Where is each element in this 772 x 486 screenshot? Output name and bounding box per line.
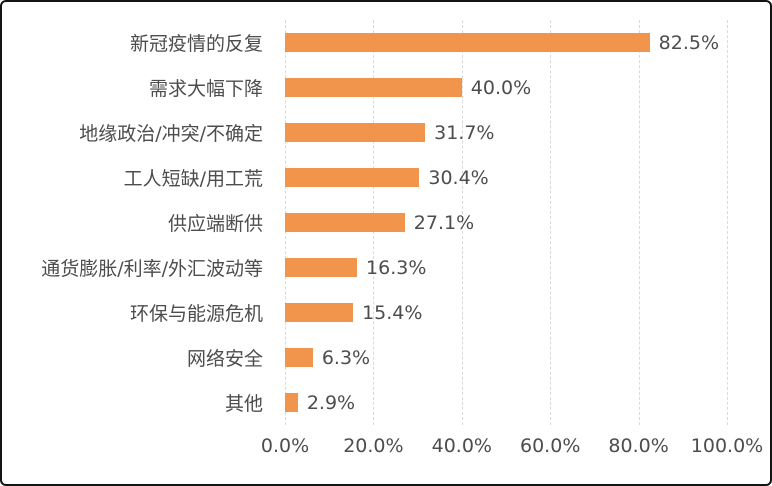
bar bbox=[285, 348, 313, 367]
chart-row: 环保与能源危机 15.4% bbox=[2, 290, 770, 335]
bars-container: 新冠疫情的反复 82.5% 需求大幅下降 40.0% 地缘政治/冲突/不确定 31.7% 工… bbox=[2, 20, 770, 425]
bar bbox=[285, 303, 354, 322]
bar bbox=[285, 33, 650, 52]
x-axis-tick-label: 60.0% bbox=[520, 435, 581, 457]
bar bbox=[285, 78, 462, 97]
x-axis-tick-label: 20.0% bbox=[343, 435, 404, 457]
category-label: 工人短缺/用工荒 bbox=[123, 168, 263, 190]
x-axis-tick-label: 0.0% bbox=[260, 435, 310, 457]
gridline bbox=[550, 20, 552, 425]
category-label: 供应端断供 bbox=[167, 213, 263, 235]
value-label: 2.9% bbox=[306, 391, 356, 414]
value-label: 30.4% bbox=[428, 166, 489, 189]
chart-row: 需求大幅下降 40.0% bbox=[2, 65, 770, 110]
bar bbox=[285, 168, 420, 187]
category-label: 需求大幅下降 bbox=[148, 78, 263, 100]
category-label: 新冠疫情的反复 bbox=[129, 33, 263, 55]
bar bbox=[285, 213, 405, 232]
category-label: 网络安全 bbox=[186, 348, 263, 370]
bar bbox=[285, 258, 358, 277]
value-label: 31.7% bbox=[434, 121, 495, 144]
bar bbox=[285, 393, 298, 412]
category-label: 地缘政治/冲突/不确定 bbox=[79, 123, 263, 145]
chart-row: 地缘政治/冲突/不确定 31.7% bbox=[2, 110, 770, 155]
gridline bbox=[638, 20, 640, 425]
value-label: 82.5% bbox=[658, 31, 719, 54]
value-label: 40.0% bbox=[470, 76, 532, 99]
category-label: 通货膨胀/利率/外汇波动等 bbox=[41, 258, 263, 280]
x-axis-tick-label: 40.0% bbox=[431, 435, 492, 457]
x-axis-tick-label: 100.0% bbox=[690, 435, 764, 457]
gridline bbox=[727, 20, 728, 425]
gridline bbox=[461, 20, 463, 425]
value-label: 27.1% bbox=[413, 211, 475, 234]
chart-row: 其他 2.9% bbox=[2, 380, 770, 425]
category-label: 环保与能源危机 bbox=[129, 303, 263, 325]
chart-row: 供应端断供 27.1% bbox=[2, 200, 770, 245]
x-axis: 0.0% 20.0% 40.0% 60.0% 80.0% 100.0% bbox=[261, 435, 763, 465]
value-label: 16.3% bbox=[366, 256, 427, 279]
x-axis-tick-label: 80.0% bbox=[608, 435, 669, 457]
chart-row: 新冠疫情的反复 82.5% bbox=[2, 20, 770, 65]
chart-row: 网络安全 6.3% bbox=[2, 335, 770, 380]
value-label: 6.3% bbox=[321, 346, 371, 369]
category-label: 其他 bbox=[224, 393, 263, 415]
chart-row: 通货膨胀/利率/外汇波动等 16.3% bbox=[2, 245, 770, 290]
chart-row: 工人短缺/用工荒 30.4% bbox=[2, 155, 770, 200]
bar bbox=[285, 123, 426, 142]
value-label: 15.4% bbox=[362, 301, 423, 324]
